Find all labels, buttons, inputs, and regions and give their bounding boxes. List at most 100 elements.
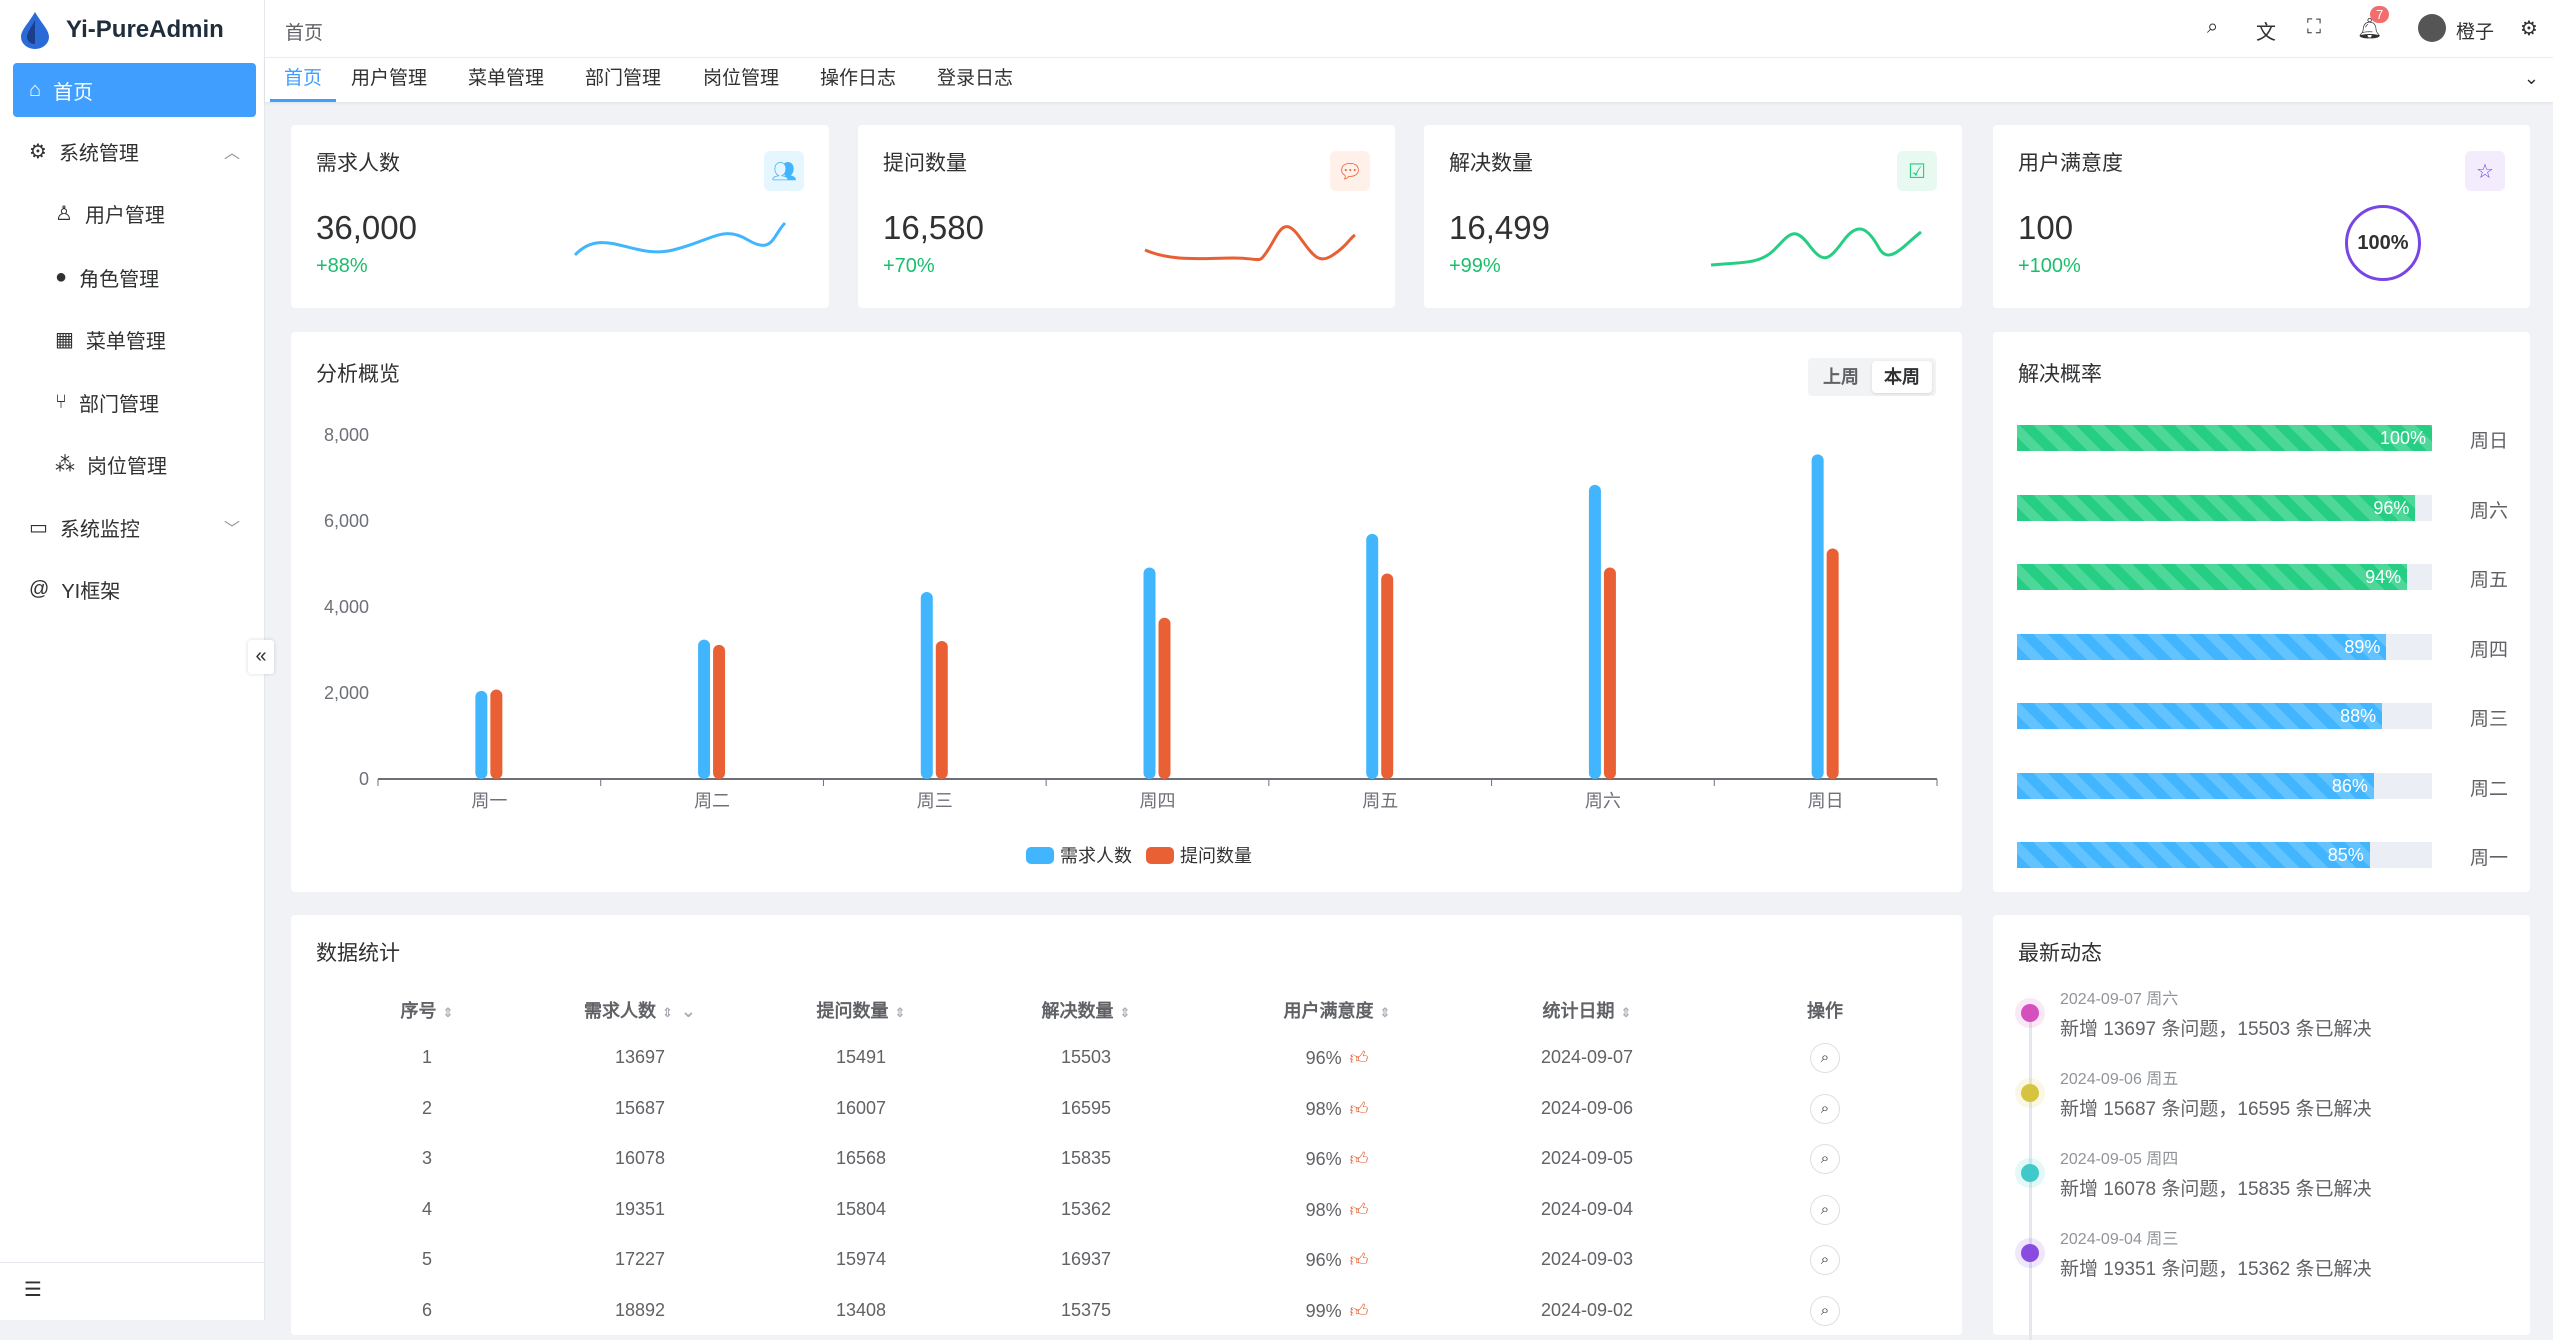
bar-questions[interactable] [1158, 617, 1171, 779]
column-header[interactable]: 操作 [1807, 1001, 1843, 1021]
view-detail-button[interactable]: ⌕ [1810, 1043, 1840, 1073]
column-header[interactable]: 需求人数 ⇕ ⌄ [584, 1001, 696, 1021]
column-header[interactable]: 解决数量 ⇕ [1041, 1001, 1131, 1021]
view-detail-button[interactable]: ⌕ [1810, 1194, 1840, 1225]
role-icon: ● [55, 265, 68, 288]
stat-card-questions: 提问数量 💬︎ 16,580 +70% [858, 125, 1395, 308]
rate-day-label: 周二 [2470, 778, 2509, 800]
table-title: 数据统计 [316, 942, 400, 965]
x-tick-label: 周三 [917, 791, 953, 811]
bell-icon[interactable]: 🔔︎ [2357, 18, 2383, 40]
view-detail-button[interactable]: ⌕ [1810, 1295, 1840, 1326]
sort-icon[interactable]: ⇕ [442, 1005, 454, 1020]
column-header[interactable]: 序号 ⇕ [400, 1001, 454, 1021]
tab-posts[interactable]: 岗位管理 [702, 68, 780, 89]
table-cell: 15362 [1060, 1198, 1112, 1219]
bar-demand[interactable] [1811, 454, 1824, 779]
legend-swatch[interactable] [1026, 847, 1054, 864]
view-detail-button[interactable]: ⌕ [1810, 1093, 1840, 1124]
rate-fill: 94% [2017, 564, 2407, 590]
collapse-sidebar-button[interactable]: « [248, 640, 274, 674]
last-week-option[interactable]: 上周 [1823, 367, 1859, 387]
sidebar-item-depts[interactable]: ⑂ 部门管理 [55, 390, 159, 416]
tab-loginlog[interactable]: 登录日志 [936, 68, 1014, 89]
sidebar-item-system[interactable]: ⚙ 系统管理 ︿ [29, 140, 240, 165]
translate-icon[interactable]: 文 [2256, 22, 2276, 44]
y-tick-label: 4,000 [324, 597, 369, 617]
sort-icon[interactable]: ⇕ [1379, 1005, 1391, 1020]
top-header: 首页 ⌕ 文 ⛶ 🔔︎ 7 橙子 ⚙ [265, 0, 2553, 58]
bar-questions[interactable] [1603, 567, 1616, 779]
legend-swatch[interactable] [1146, 847, 1174, 864]
fullscreen-icon[interactable]: ⛶ [2307, 16, 2321, 38]
table-cell: 2024-09-02 [1540, 1299, 1634, 1320]
collapse-menu-icon[interactable]: ☰ [24, 1279, 42, 1301]
sort-icon[interactable]: ⇕ [894, 1005, 906, 1020]
user-name[interactable]: 橙子 [2456, 22, 2495, 43]
column-header[interactable]: 提问数量 ⇕ [816, 1001, 906, 1021]
table-cell: 99% 👍︎ [1305, 1300, 1369, 1321]
breadcrumb[interactable]: 首页 [285, 23, 324, 44]
column-header[interactable]: 统计日期 ⇕ [1542, 1001, 1632, 1021]
rate-day-label: 周五 [2470, 570, 2509, 591]
search-icon[interactable]: ⌕ [2207, 16, 2219, 38]
sidebar-item-roles[interactable]: ● 角色管理 [55, 265, 160, 291]
logo[interactable]: Yi-PureAdmin [18, 10, 224, 50]
table-cell: 3 [421, 1148, 433, 1168]
tab-oplog[interactable]: 操作日志 [819, 68, 897, 89]
table-cell: 98% 👍︎ [1305, 1199, 1369, 1220]
legend-label[interactable]: 提问数量 [1180, 846, 1252, 866]
bar-demand[interactable] [1143, 567, 1156, 779]
sort-icon[interactable]: ⇕ [1119, 1005, 1131, 1020]
settings-gear-icon[interactable]: ⚙ [2520, 18, 2538, 40]
legend-label[interactable]: 需求人数 [1060, 846, 1132, 866]
sidebar-item-monitor[interactable]: ▭ 系统监控 ﹀ [29, 516, 240, 541]
filter-chevron-icon[interactable]: ⌄ [680, 1001, 696, 1021]
sidebar-item-yi[interactable]: @ YI框架 [29, 577, 121, 603]
table-card: 数据统计 [291, 915, 1962, 1335]
rate-fill: 89% [2017, 633, 2386, 660]
timeline-title: 最新动态 [2018, 942, 2102, 965]
tabs-dropdown-icon[interactable]: ⌄ [2523, 68, 2539, 88]
sidebar-item-users[interactable]: ♙ 用户管理 [55, 202, 165, 227]
timeline-text: 新增 13697 条问题，15503 条已解决 [2060, 1019, 2372, 1040]
stat-card-solved: 解决数量 ☑ 16,499 +99% [1424, 125, 1962, 308]
avatar[interactable] [2418, 14, 2446, 42]
sort-icon[interactable]: ⇕ [662, 1005, 673, 1020]
y-tick-label: 2,000 [324, 683, 369, 703]
bar-demand[interactable] [1588, 484, 1601, 779]
sidebar-item-posts[interactable]: ⁂ 岗位管理 [55, 453, 167, 478]
sidebar-item-home[interactable]: ⌂ 首页 [13, 63, 256, 117]
view-detail-button[interactable]: ⌕ [1810, 1245, 1840, 1275]
bar-questions[interactable] [713, 644, 726, 779]
rates-card: 解决概率 [1993, 332, 2530, 892]
bar-questions[interactable] [1826, 548, 1839, 779]
this-week-option[interactable]: 本周 [1872, 361, 1932, 393]
table-cell: 15835 [1060, 1148, 1112, 1168]
tab-depts[interactable]: 部门管理 [584, 68, 662, 89]
tab-menus[interactable]: 菜单管理 [467, 68, 545, 89]
bar-questions[interactable] [935, 640, 948, 779]
monitor-icon: ▭ [29, 516, 48, 539]
rate-day-label: 周三 [2470, 709, 2509, 730]
bar-demand[interactable] [1366, 533, 1379, 779]
bar-questions[interactable] [1381, 573, 1394, 779]
table-cell: 16595 [1060, 1097, 1112, 1118]
rate-bar: 96% [2017, 494, 2432, 521]
sort-icon[interactable]: ⇕ [1620, 1005, 1632, 1020]
view-detail-button[interactable]: ⌕ [1810, 1144, 1840, 1174]
thumbs-up-icon: 👍︎ [1349, 1250, 1369, 1270]
sidebar-item-menus[interactable]: ▦ 菜单管理 [55, 328, 166, 353]
bar-demand[interactable] [698, 639, 711, 779]
droplet-logo-icon [21, 12, 49, 49]
bar-demand[interactable] [475, 690, 488, 779]
star-icon: ☆ [2465, 151, 2505, 191]
table-cell: 13697 [614, 1047, 666, 1067]
column-header[interactable]: 用户满意度 ⇕ [1283, 1001, 1391, 1021]
bar-questions[interactable] [490, 689, 503, 779]
tab-home[interactable]: 首页 [269, 58, 337, 102]
x-tick-label: 周一 [471, 791, 507, 811]
bar-demand[interactable] [920, 591, 933, 779]
tabs-bar: 首页 用户管理 菜单管理 部门管理 岗位管理 操作日志 登录日志 ⌄ [265, 58, 2553, 102]
tab-users[interactable]: 用户管理 [350, 68, 428, 89]
